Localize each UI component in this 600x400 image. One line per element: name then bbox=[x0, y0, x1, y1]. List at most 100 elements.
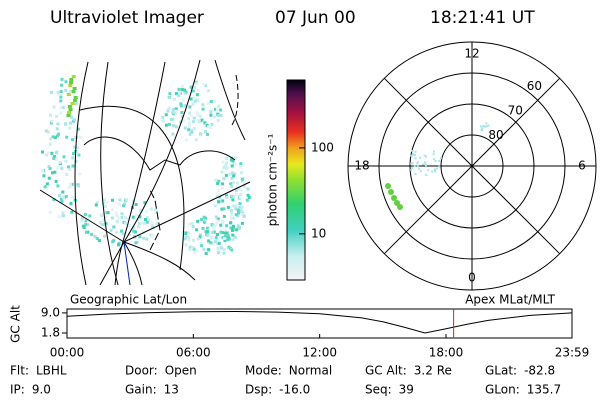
aurora-pixel bbox=[70, 102, 75, 105]
title: Ultraviolet Imager bbox=[50, 8, 204, 28]
aurora-pixel bbox=[230, 171, 234, 175]
aurora-pixel bbox=[216, 219, 220, 223]
polar-aurora bbox=[411, 167, 414, 170]
field-value: 135.7 bbox=[527, 383, 561, 397]
aurora-pixel bbox=[220, 186, 224, 190]
polar-aurora bbox=[427, 169, 430, 172]
polar-aurora bbox=[388, 189, 394, 195]
aurora-pixel bbox=[239, 171, 243, 175]
aurora-pixel bbox=[234, 213, 238, 217]
aurora-pixel bbox=[212, 227, 216, 231]
aurora-pixel bbox=[192, 85, 196, 89]
aurora-pixel bbox=[191, 102, 195, 106]
aurora-pixel bbox=[84, 219, 88, 223]
aurora-pixel bbox=[204, 130, 207, 134]
aurora-pixel bbox=[213, 204, 217, 208]
aurora-pixel bbox=[218, 193, 222, 197]
aurora-pixel bbox=[69, 81, 74, 84]
aurora-pixel bbox=[67, 111, 72, 114]
aurora-pixel bbox=[197, 237, 200, 241]
field-value: 9.0 bbox=[32, 383, 51, 397]
aurora-pixel bbox=[231, 159, 235, 163]
aurora-pixel bbox=[97, 239, 101, 242]
orbit-ylabel: GC Alt bbox=[9, 305, 23, 343]
polar-aurora bbox=[482, 125, 485, 128]
aurora-pixel bbox=[143, 201, 147, 205]
polar-aurora bbox=[434, 168, 437, 171]
aurora-pixel bbox=[172, 124, 176, 128]
polar-aurora bbox=[484, 125, 487, 128]
aurora-pixel bbox=[125, 198, 129, 202]
field-value: Normal bbox=[289, 364, 332, 378]
aurora-pixel bbox=[210, 122, 214, 126]
polar-aurora bbox=[422, 163, 425, 166]
aurora-pixel bbox=[73, 145, 77, 149]
aurora-pixel bbox=[216, 247, 220, 250]
aurora-pixel bbox=[181, 85, 185, 88]
aurora-pixel bbox=[59, 95, 63, 99]
colorbar bbox=[286, 79, 306, 281]
aurora-pixel bbox=[184, 232, 188, 235]
aurora-pixel bbox=[102, 198, 106, 202]
aurora-pixel bbox=[183, 88, 187, 92]
aurora-pixel bbox=[109, 228, 113, 232]
polar-aurora bbox=[434, 170, 437, 173]
aurora-pixel bbox=[239, 165, 243, 169]
aurora-pixel bbox=[188, 247, 192, 251]
aurora-pixel bbox=[111, 216, 115, 220]
aurora-pixel bbox=[215, 221, 219, 225]
aurora-pixel bbox=[226, 205, 230, 209]
aurora-pixel bbox=[58, 160, 62, 164]
aurora-pixel bbox=[167, 96, 171, 100]
polar-aurora bbox=[438, 165, 441, 168]
aurora-pixel bbox=[197, 119, 201, 123]
aurora-pixel bbox=[219, 108, 222, 112]
aurora-pixel bbox=[187, 117, 191, 121]
aurora-pixel bbox=[233, 235, 237, 239]
aurora-pixel bbox=[171, 111, 175, 115]
field-value: 3.2 Re bbox=[414, 364, 452, 378]
aurora-pixel bbox=[164, 113, 168, 117]
aurora-pixel bbox=[53, 170, 57, 174]
aurora-pixel bbox=[166, 109, 170, 113]
aurora-pixel bbox=[172, 97, 176, 101]
aurora-pixel bbox=[142, 236, 146, 240]
mlt-label: 0 bbox=[468, 271, 476, 285]
field-value: -82.8 bbox=[524, 364, 555, 378]
aurora-pixel bbox=[47, 165, 51, 169]
aurora-pixel bbox=[213, 115, 217, 119]
aurora-pixel bbox=[204, 252, 208, 255]
aurora-pixel bbox=[192, 238, 196, 242]
aurora-pixel bbox=[193, 250, 197, 254]
polar-aurora bbox=[391, 195, 397, 201]
aurora-pixel bbox=[184, 138, 188, 142]
aurora-pixel bbox=[219, 223, 223, 227]
aurora-pixel bbox=[235, 228, 239, 232]
aurora-pixel bbox=[86, 223, 90, 227]
aurora-pixel bbox=[47, 176, 51, 180]
aurora-pixel bbox=[237, 210, 241, 214]
aurora-pixel bbox=[222, 214, 226, 218]
aurora-pixel bbox=[161, 119, 165, 123]
aurora-pixel bbox=[174, 92, 178, 96]
aurora-pixel bbox=[216, 233, 219, 236]
aurora-pixel bbox=[60, 77, 64, 81]
aurora-pixel bbox=[67, 165, 70, 169]
aurora-pixel bbox=[221, 182, 225, 186]
polar-aurora bbox=[432, 153, 435, 156]
aurora-pixel bbox=[205, 226, 209, 230]
aurora-pixel bbox=[147, 218, 150, 221]
lat-ring bbox=[378, 72, 566, 260]
aurora-pixel bbox=[232, 204, 236, 208]
aurora-pixel bbox=[55, 115, 58, 118]
aurora-pixel bbox=[104, 205, 107, 209]
aurora-pixel bbox=[144, 218, 147, 221]
aurora-pixel bbox=[182, 119, 186, 123]
aurora-pixel bbox=[52, 105, 56, 109]
aurora-pixel bbox=[187, 239, 191, 243]
field-label: Gain: bbox=[125, 383, 157, 397]
aurora-pixel bbox=[82, 218, 86, 221]
aurora-pixel bbox=[213, 240, 217, 244]
orbit-xtick-label: 06:00 bbox=[176, 346, 211, 360]
aurora-pixel bbox=[67, 185, 71, 189]
